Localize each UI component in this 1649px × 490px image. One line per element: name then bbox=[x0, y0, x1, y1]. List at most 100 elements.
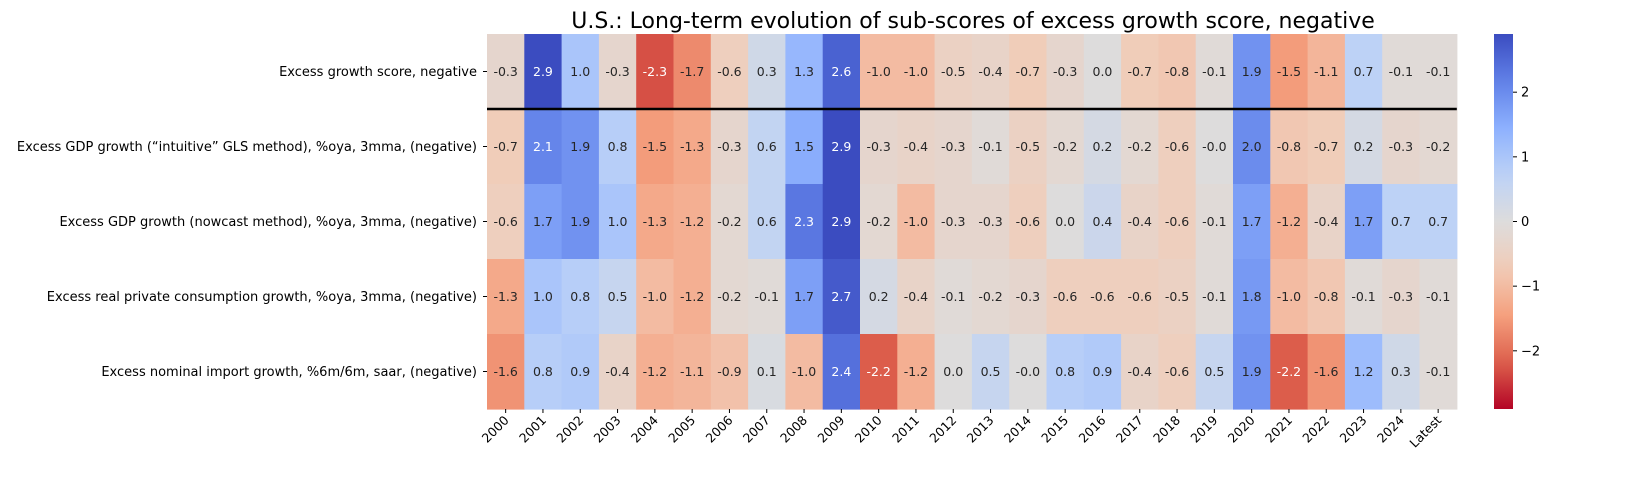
colorbar-tick-label: 1 bbox=[1521, 150, 1529, 165]
heatmap-cell bbox=[1419, 184, 1458, 260]
cell-value-label: 1.7 bbox=[533, 214, 553, 229]
cell-value-label: 0.0 bbox=[1055, 214, 1075, 229]
cell-value-label: -0.4 bbox=[904, 139, 928, 154]
column-label: Latest bbox=[1406, 412, 1444, 450]
cell-value-label: 0.6 bbox=[757, 214, 777, 229]
cell-value-label: -0.0 bbox=[1202, 139, 1226, 154]
cell-value-label: 2.4 bbox=[831, 364, 851, 379]
cell-value-label: -1.2 bbox=[904, 364, 928, 379]
heatmap-cell bbox=[1009, 109, 1048, 185]
heatmap-cell bbox=[897, 334, 936, 410]
heatmap-cell bbox=[561, 184, 600, 260]
cell-value-label: -2.2 bbox=[1277, 364, 1301, 379]
heatmap-cell bbox=[971, 184, 1010, 260]
cell-value-label: -1.3 bbox=[680, 139, 704, 154]
heatmap-cell bbox=[710, 109, 749, 185]
heatmap-cell bbox=[934, 184, 973, 260]
cell-value-label: 1.3 bbox=[794, 64, 814, 79]
column-label: 2014 bbox=[1001, 412, 1034, 445]
cell-value-label: -0.3 bbox=[1016, 289, 1040, 304]
heatmap-cell bbox=[1382, 259, 1421, 335]
column-label: 2003 bbox=[591, 413, 624, 446]
heatmap-cell bbox=[1344, 184, 1383, 260]
cell-value-label: -1.0 bbox=[643, 289, 667, 304]
cell-value-label: 0.9 bbox=[1093, 364, 1113, 379]
heatmap-cell bbox=[748, 184, 786, 260]
cell-value-label: -0.7 bbox=[493, 139, 517, 154]
heatmap-cell bbox=[1344, 34, 1383, 110]
cell-value-label: -1.7 bbox=[680, 64, 704, 79]
cell-value-label: -0.3 bbox=[941, 139, 965, 154]
heatmap-cell bbox=[1158, 184, 1197, 260]
heatmap-cell bbox=[1121, 109, 1159, 185]
heatmap-cell bbox=[971, 334, 1010, 410]
column-label: 2015 bbox=[1038, 413, 1071, 446]
heatmap-cell bbox=[971, 109, 1010, 185]
heatmap-cell bbox=[636, 259, 675, 335]
cell-value-label: -1.1 bbox=[1314, 64, 1338, 79]
row-label: Excess real private consumption growth, … bbox=[47, 290, 477, 305]
cell-value-label: -0.3 bbox=[1389, 139, 1413, 154]
heatmap-cell bbox=[748, 259, 786, 335]
cell-value-label: 0.9 bbox=[570, 364, 590, 379]
heatmap-cell bbox=[1046, 34, 1085, 110]
row-labels: Excess growth score, negative Excess GDP … bbox=[17, 65, 487, 380]
heatmap-cell bbox=[860, 34, 898, 110]
heatmap-cell bbox=[748, 109, 786, 185]
cell-value-label: -0.1 bbox=[1426, 364, 1450, 379]
row-label: Excess GDP growth (nowcast method), %oya… bbox=[59, 215, 477, 230]
cell-value-label: -0.8 bbox=[1277, 139, 1301, 154]
cell-value-label: -0.3 bbox=[493, 64, 517, 79]
heatmap-cell bbox=[785, 34, 824, 110]
heatmap-cell bbox=[1270, 334, 1309, 410]
cell-value-label: 1.0 bbox=[570, 64, 590, 79]
cell-value-label: -1.3 bbox=[493, 289, 517, 304]
heatmap-cell bbox=[1233, 334, 1271, 410]
cell-value-label: -0.6 bbox=[1128, 289, 1152, 304]
heatmap-cell bbox=[710, 184, 749, 260]
cell-value-label: -1.2 bbox=[680, 214, 704, 229]
column-label: 2001 bbox=[516, 413, 549, 446]
heatmap-cell bbox=[860, 184, 898, 260]
cell-value-label: -0.3 bbox=[1053, 64, 1077, 79]
column-label: 2023 bbox=[1337, 413, 1370, 446]
cell-value-label: 0.8 bbox=[608, 139, 628, 154]
column-label: 2007 bbox=[740, 413, 773, 446]
cell-value-label: -0.1 bbox=[1202, 214, 1226, 229]
cell-value-label: 1.0 bbox=[533, 289, 553, 304]
cell-value-label: -0.2 bbox=[1128, 139, 1152, 154]
cell-value-label: 0.3 bbox=[757, 64, 777, 79]
column-label: 2013 bbox=[964, 413, 997, 446]
heatmap-cell bbox=[1195, 184, 1234, 260]
cell-value-label: -0.3 bbox=[605, 64, 629, 79]
column-label: 2005 bbox=[665, 413, 698, 446]
cell-value-label: 0.5 bbox=[1204, 364, 1224, 379]
cell-value-label: 2.9 bbox=[831, 139, 851, 154]
colorbar-tick-label: 0 bbox=[1521, 215, 1529, 230]
cell-value-label: -1.0 bbox=[792, 364, 816, 379]
cell-value-label: 0.2 bbox=[869, 289, 889, 304]
heatmap-cell bbox=[1009, 184, 1048, 260]
cell-value-label: -1.0 bbox=[904, 64, 928, 79]
heatmap-cell bbox=[1121, 334, 1159, 410]
heatmap-cell bbox=[971, 34, 1010, 110]
row-label: Excess growth score, negative bbox=[279, 65, 477, 80]
cell-value-label: 2.6 bbox=[831, 64, 851, 79]
heatmap-cell bbox=[897, 109, 936, 185]
row-label: Excess GDP growth (“intuitive” GLS metho… bbox=[17, 140, 477, 155]
heatmap-cell bbox=[598, 184, 637, 260]
cell-value-label: 0.8 bbox=[1055, 364, 1075, 379]
heatmap-cell bbox=[822, 184, 861, 260]
row-label: Excess nominal import growth, %6m/6m, sa… bbox=[101, 365, 477, 380]
cell-value-label: -0.4 bbox=[1128, 364, 1152, 379]
heatmap-cell bbox=[1382, 109, 1421, 185]
heatmap-cell bbox=[1270, 184, 1309, 260]
heatmap-cell bbox=[1046, 109, 1085, 185]
heatmap-cell bbox=[487, 34, 525, 110]
cell-value-label: -2.2 bbox=[866, 364, 890, 379]
cell-value-label: 1.8 bbox=[1242, 289, 1262, 304]
cell-value-label: -0.7 bbox=[1128, 64, 1152, 79]
heatmap-cell bbox=[1382, 34, 1421, 110]
cell-value-label: -0.1 bbox=[1351, 289, 1375, 304]
heatmap-cell bbox=[673, 334, 712, 410]
